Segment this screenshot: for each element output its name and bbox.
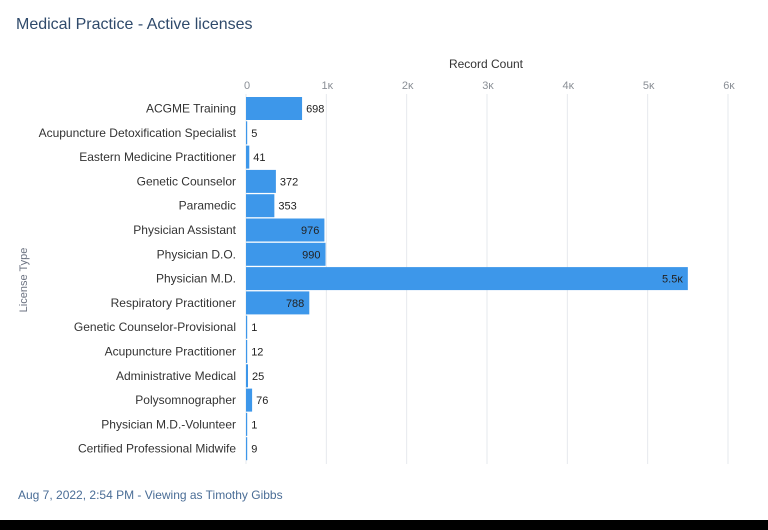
bars: [246, 97, 688, 461]
window-bottom-edge: [0, 520, 768, 530]
category-label: Respiratory Practitioner: [111, 296, 236, 310]
data-labels: 698 5 41 372 353 976 990 5.5ĸ 788 1 12 25 76 1 9: [251, 104, 683, 456]
bar[interactable]: [246, 315, 248, 339]
bar[interactable]: [246, 388, 253, 412]
bar[interactable]: [246, 364, 249, 388]
bar[interactable]: [246, 121, 248, 145]
category-label: Acupuncture Detoxification Specialist: [39, 126, 237, 140]
x-axis-label: Record Count: [449, 57, 524, 71]
bar[interactable]: [246, 291, 310, 315]
data-label: 76: [256, 395, 268, 407]
y-axis-label: License Type: [18, 248, 30, 313]
data-label: 41: [253, 152, 265, 164]
bar[interactable]: [246, 242, 326, 266]
bar[interactable]: [246, 169, 276, 193]
data-label: 9: [251, 444, 257, 456]
data-label: 990: [302, 249, 320, 261]
data-label: 12: [251, 347, 263, 359]
x-tick-label: 3ĸ: [482, 80, 494, 92]
report-title: Medical Practice - Active licenses: [16, 16, 253, 33]
category-label: Acupuncture Practitioner: [105, 345, 236, 359]
bar[interactable]: [246, 145, 250, 169]
category-label: ACGME Training: [146, 102, 236, 116]
data-label: 5.5ĸ: [662, 274, 683, 286]
category-label: Polysomnographer: [135, 393, 236, 407]
category-label: Physician D.O.: [157, 247, 236, 261]
x-tick-label: 5ĸ: [643, 80, 655, 92]
bar[interactable]: [246, 218, 325, 242]
timestamp-footer: Aug 7, 2022, 2:54 PM - Viewing as Timoth…: [18, 488, 283, 502]
bar[interactable]: [246, 412, 248, 436]
x-tick-label: 4ĸ: [563, 80, 575, 92]
bar[interactable]: [246, 267, 688, 291]
bar[interactable]: [246, 340, 248, 363]
x-tick-label: 0: [244, 80, 250, 92]
bar[interactable]: [246, 97, 303, 120]
category-labels: ACGME Training Acupuncture Detoxification…: [39, 102, 237, 456]
bar-chart: Record Count License Type 0 1ĸ 2ĸ 3ĸ 4ĸ 5ĸ 6ĸ …: [18, 57, 735, 464]
category-label: Administrative Medical: [116, 369, 236, 383]
x-tick-label: 1ĸ: [322, 80, 334, 92]
data-label: 698: [306, 104, 324, 116]
category-label: Physician M.D.-Volunteer: [101, 417, 236, 431]
data-label: 1: [251, 322, 257, 334]
data-label: 353: [278, 201, 296, 213]
data-label: 976: [301, 225, 319, 237]
category-label: Genetic Counselor: [137, 174, 236, 188]
category-label: Physician Assistant: [133, 223, 236, 237]
data-label: 5: [251, 128, 257, 140]
data-label: 372: [280, 176, 298, 188]
bar[interactable]: [246, 437, 248, 461]
category-label: Physician M.D.: [156, 272, 236, 286]
x-tick-label: 2ĸ: [402, 80, 414, 92]
x-tick-label: 6ĸ: [723, 80, 735, 92]
category-label: Certified Professional Midwife: [78, 442, 236, 456]
data-label: 788: [286, 298, 304, 310]
bar[interactable]: [246, 194, 275, 218]
category-label: Paramedic: [179, 199, 236, 213]
data-label: 25: [252, 371, 264, 383]
data-label: 1: [251, 419, 257, 431]
x-tick-labels: 0 1ĸ 2ĸ 3ĸ 4ĸ 5ĸ 6ĸ: [244, 80, 735, 92]
category-label: Genetic Counselor-Provisional: [74, 320, 236, 334]
category-label: Eastern Medicine Practitioner: [79, 150, 236, 164]
